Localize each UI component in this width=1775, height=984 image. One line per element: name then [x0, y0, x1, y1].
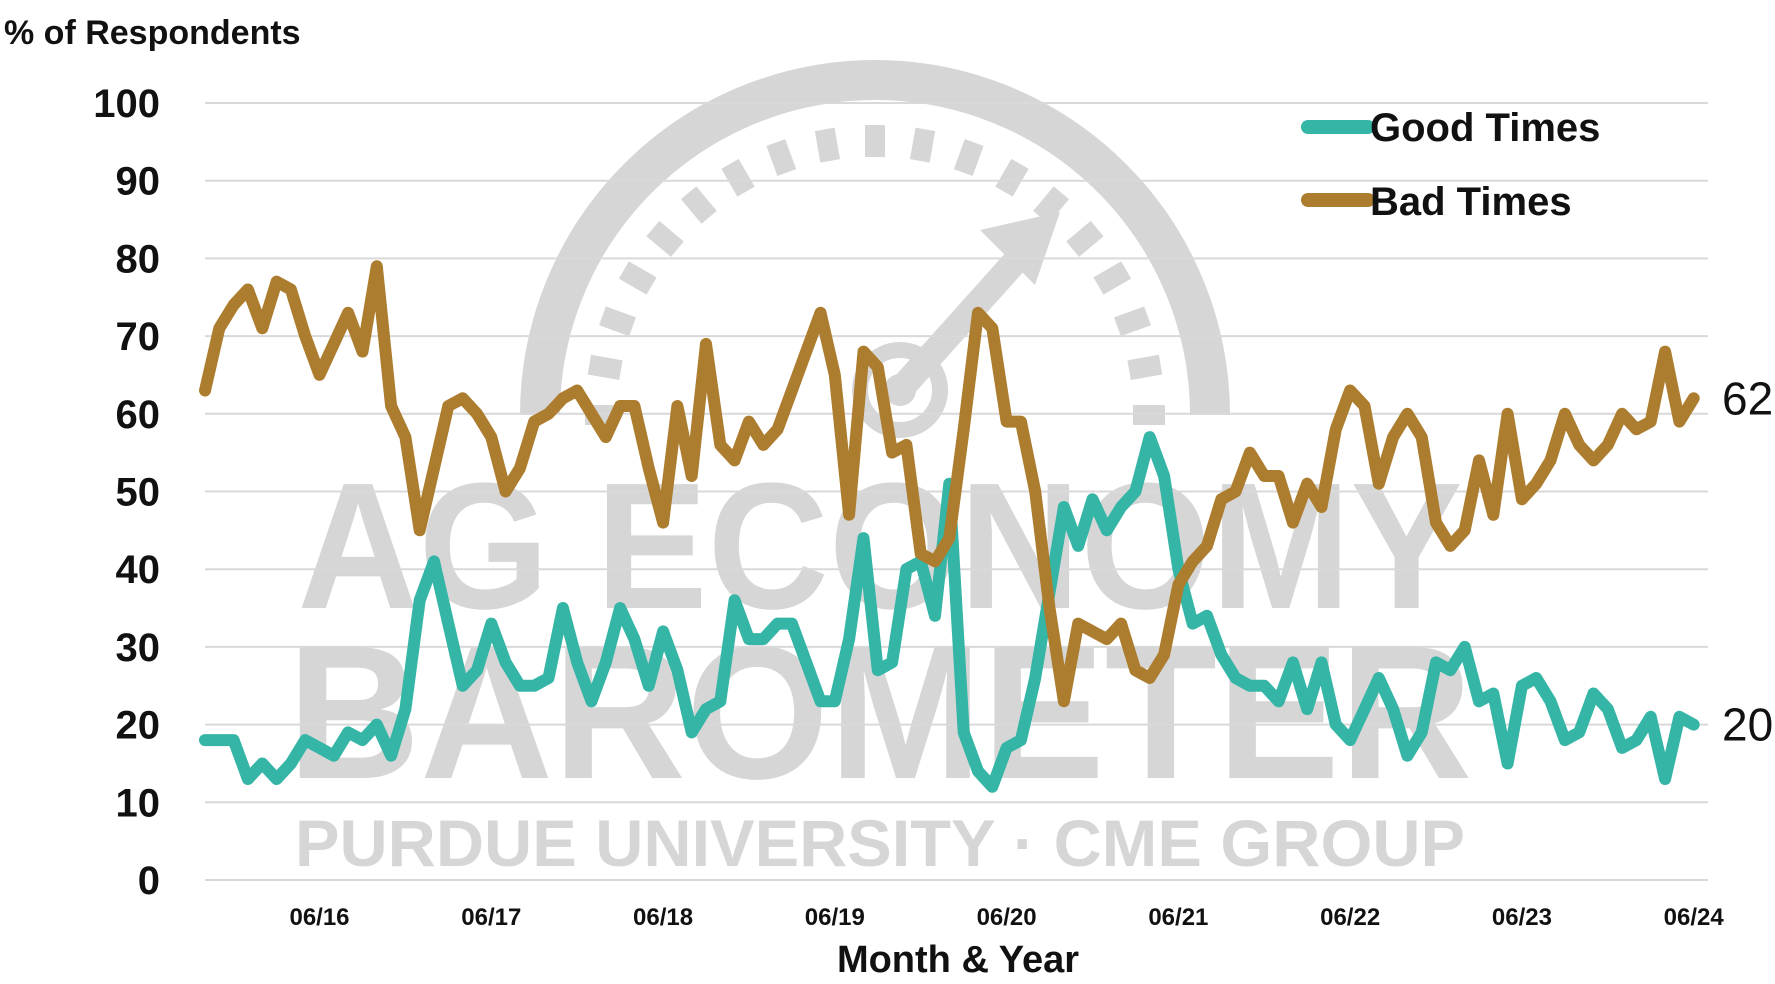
- x-tick-label: 06/16: [289, 904, 349, 931]
- x-tick-label: 06/17: [461, 904, 521, 931]
- y-tick-label: 30: [116, 626, 161, 670]
- series-line-good-times: [199, 431, 1700, 793]
- y-tick-label: 80: [116, 237, 161, 281]
- gauge-tick-mark: [599, 306, 636, 337]
- gauge-tick-mark: [814, 127, 841, 163]
- gauge-tick-mark: [1033, 186, 1070, 224]
- gauge-tick-mark: [1066, 220, 1104, 257]
- x-tick-label: 06/24: [1664, 904, 1725, 931]
- y-tick-label: 10: [116, 781, 161, 825]
- gauge-tick-mark: [680, 186, 717, 224]
- gridlines: [205, 102, 1708, 881]
- y-tick-label: 0: [138, 859, 160, 903]
- legend: Good Times Bad Times: [1301, 106, 1600, 224]
- end-label-good-times: 20: [1722, 699, 1773, 751]
- gauge-tick-mark: [1127, 354, 1163, 381]
- y-tick-label: 20: [116, 704, 161, 748]
- x-axis-ticks: 06/16 06/17 06/18 06/19 06/20 06/21 06/22 06/23…: [289, 904, 1724, 931]
- watermark-line3: PURDUE UNIVERSITY · CME GROUP: [295, 806, 1465, 880]
- end-label-bad-times: 62: [1722, 372, 1773, 424]
- x-axis-title: Month & Year: [837, 939, 1079, 981]
- gauge-tick-mark: [1093, 261, 1132, 295]
- y-tick-label: 70: [116, 315, 161, 359]
- y-axis-title: % of Respondents: [4, 14, 301, 52]
- gauge-tick-mark: [721, 158, 755, 197]
- y-tick-label: 90: [116, 160, 161, 204]
- series-lines: [199, 260, 1700, 793]
- gauge-tick-mark: [587, 354, 623, 381]
- legend-label-bad-times: Bad Times: [1370, 180, 1572, 224]
- x-tick-label: 06/19: [805, 904, 865, 931]
- x-tick-label: 06/21: [1148, 904, 1208, 931]
- gauge-tick-mark: [1114, 306, 1151, 337]
- legend-label-good-times: Good Times: [1370, 106, 1600, 150]
- gauge-tick-mark: [646, 220, 684, 257]
- gauge-tick-mark: [953, 139, 984, 176]
- x-tick-label: 06/20: [977, 904, 1037, 931]
- y-tick-label: 100: [93, 82, 160, 126]
- ag-economy-barometer-watermark: AG ECONOMY BAROMETER PURDUE UNIVERSITY ·…: [288, 60, 1473, 880]
- x-tick-label: 06/22: [1320, 904, 1380, 931]
- gauge-tick-mark: [618, 261, 657, 295]
- x-tick-label: 06/23: [1492, 904, 1552, 931]
- y-tick-label: 60: [116, 393, 161, 437]
- x-tick-label: 06/18: [633, 904, 693, 931]
- gauge-tick-mark: [909, 127, 936, 163]
- gauge-logo: [520, 60, 1230, 438]
- y-axis-ticks: 0 10 20 30 40 50 60 70 80 90 100: [93, 82, 160, 903]
- series-line-bad-times: [199, 260, 1700, 708]
- gauge-tick-mark: [766, 139, 797, 176]
- gauge-tick-mark: [995, 158, 1029, 197]
- y-tick-label: 40: [116, 548, 161, 592]
- y-tick-label: 50: [116, 471, 161, 515]
